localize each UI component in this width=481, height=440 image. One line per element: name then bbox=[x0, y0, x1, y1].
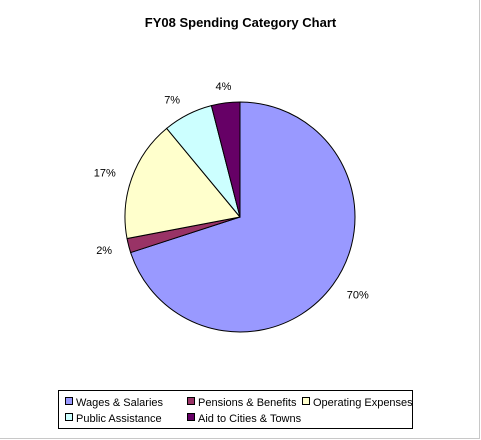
legend-swatch bbox=[187, 413, 195, 421]
legend-label: Wages & Salaries bbox=[76, 397, 164, 409]
legend-swatch bbox=[65, 397, 73, 405]
legend-label: Public Assistance bbox=[76, 413, 162, 425]
data-label-public-assistance: 7% bbox=[164, 94, 180, 106]
legend-swatch bbox=[65, 413, 73, 421]
legend-item-aid-cities-towns: Aid to Cities & Towns bbox=[187, 412, 301, 426]
legend-item-wages-salaries: Wages & Salaries bbox=[65, 396, 163, 410]
data-label-operating-expenses: 17% bbox=[94, 167, 116, 179]
pie-slice-operating-expenses bbox=[124, 127, 241, 240]
data-label-pensions-benefits: 2% bbox=[96, 245, 112, 257]
legend-label: Pensions & Benefits bbox=[198, 397, 297, 409]
chart-legend: Wages & Salaries Pensions & Benefits Ope… bbox=[58, 390, 413, 429]
legend-item-operating-expenses: Operating Expenses bbox=[302, 396, 413, 410]
legend-label: Operating Expenses bbox=[313, 397, 413, 409]
data-label-wages-salaries: 70% bbox=[347, 290, 369, 302]
legend-label: Aid to Cities & Towns bbox=[198, 413, 302, 425]
pie-slice-aid-to-cities-towns bbox=[210, 101, 241, 218]
legend-swatch bbox=[302, 397, 310, 405]
pie-slice-wages-salaries bbox=[129, 101, 356, 333]
legend-item-pensions-benefits: Pensions & Benefits bbox=[187, 396, 296, 410]
legend-item-public-assistance: Public Assistance bbox=[65, 412, 162, 426]
data-label-aid-to-cities-towns: 4% bbox=[216, 81, 232, 93]
legend-swatch bbox=[187, 397, 195, 405]
chart-title: FY08 Spending Category Chart bbox=[144, 15, 337, 30]
